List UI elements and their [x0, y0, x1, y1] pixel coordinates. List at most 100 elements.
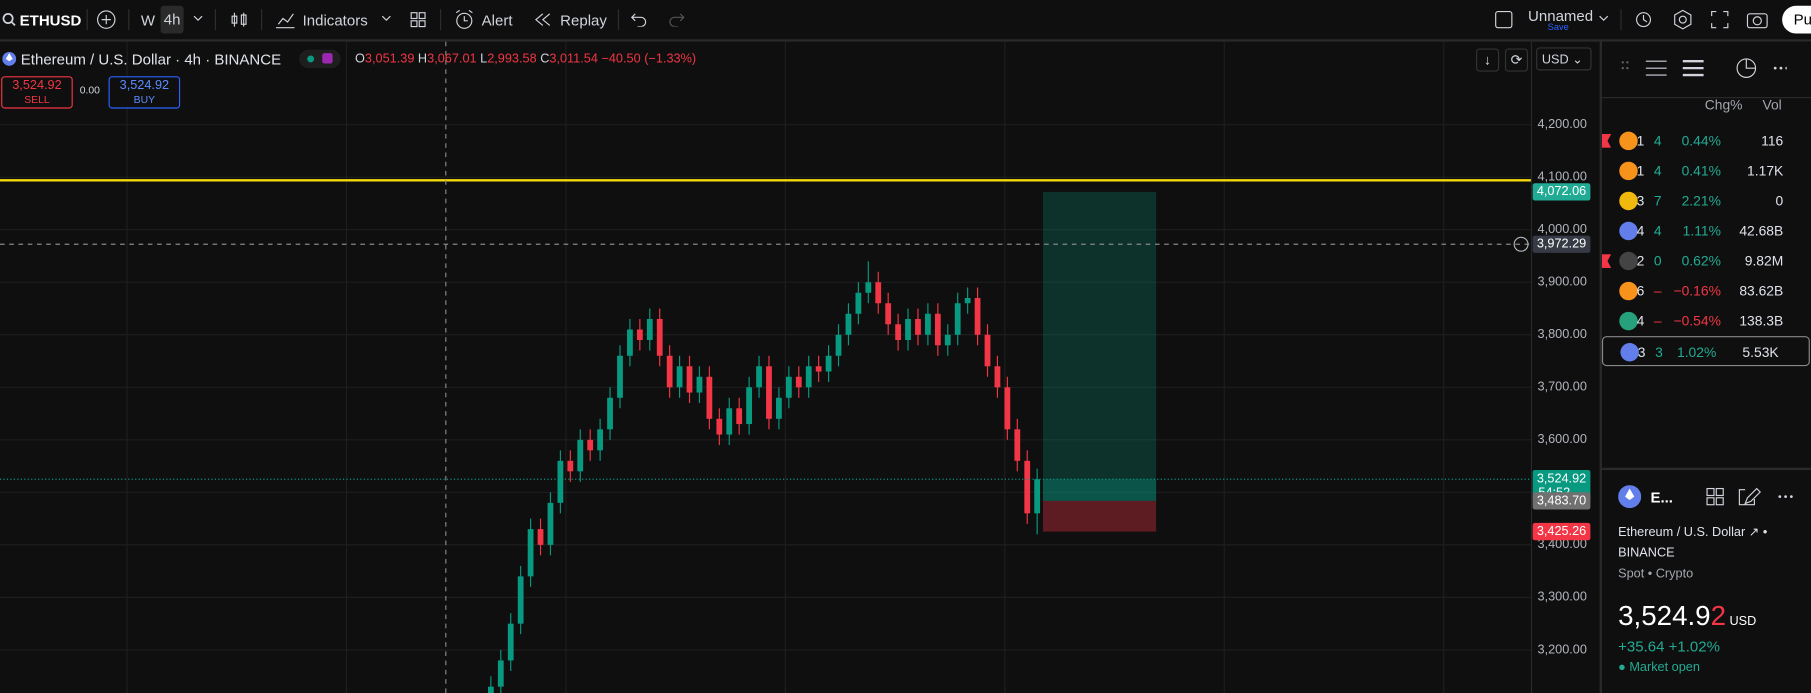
- right-panel: Chg% Vol 1 4 0.44% 116 1 4 0.41% 1.17K 3 7 2.21% 0 4…: [1599, 41, 1811, 693]
- target-label: 4,072.06: [1537, 184, 1586, 198]
- symbol: 6: [1636, 282, 1645, 300]
- separator: [440, 9, 442, 31]
- h-value: 3,067.01: [427, 51, 477, 66]
- buy-button[interactable]: 3,524.92 BUY: [108, 76, 181, 109]
- candle-body: [905, 319, 911, 341]
- price-main: 3,524.9: [1618, 600, 1711, 632]
- watchlist-row[interactable]: 4 4 1.11% 42.68B: [1602, 216, 1811, 246]
- y-tick-label: 3,700.00: [1538, 380, 1587, 394]
- candle-body: [487, 686, 494, 693]
- undo[interactable]: [630, 13, 647, 27]
- details-dot: •: [1762, 525, 1768, 540]
- o-label: O: [355, 51, 365, 66]
- scroll-down[interactable]: ↓: [1476, 48, 1500, 72]
- interval-w[interactable]: W: [140, 11, 156, 29]
- watchlist-row[interactable]: 3 7 2.21% 0: [1602, 186, 1811, 216]
- vol: 9.82M: [1744, 252, 1784, 270]
- publish[interactable]: Pu: [1782, 5, 1811, 34]
- vol: 116: [1761, 132, 1784, 149]
- alert[interactable]: Alert: [481, 11, 513, 29]
- vol: 1.17K: [1747, 162, 1784, 180]
- watchlist-row[interactable]: 3 3 1.02% 5.53K: [1601, 336, 1810, 367]
- status-pill[interactable]: [299, 49, 342, 69]
- candle-body: [1014, 429, 1021, 461]
- candle-body: [855, 292, 862, 314]
- symbol-icon: [1619, 311, 1638, 331]
- y-tick-label: 4,100.00: [1538, 170, 1587, 184]
- stop-label: 3,425.26: [1537, 524, 1586, 538]
- watchlist-row[interactable]: 1 4 0.44% 116: [1601, 126, 1811, 156]
- o-value: 3,051.39: [364, 51, 415, 66]
- layouts[interactable]: [410, 12, 426, 28]
- candle-body: [1004, 387, 1011, 430]
- y-tick-label: 3,600.00: [1538, 432, 1587, 446]
- fullscreen[interactable]: [1711, 10, 1729, 29]
- auto-scale[interactable]: ⟳: [1504, 48, 1529, 72]
- redo[interactable]: [669, 13, 685, 27]
- layout-name[interactable]: Unnamed: [1528, 6, 1594, 25]
- candle-body: [964, 297, 971, 304]
- sell-price: 3,524.92: [12, 78, 62, 93]
- candle-body: [865, 282, 872, 293]
- chg: −0.16%: [1673, 282, 1721, 300]
- candle-body: [766, 366, 772, 419]
- y-tick-label: 3,900.00: [1538, 275, 1587, 289]
- chg: 0.44%: [1681, 132, 1721, 149]
- separator: [1620, 9, 1622, 31]
- quick-search[interactable]: [1634, 9, 1655, 30]
- symbol: 4: [1636, 312, 1645, 330]
- candle-body: [875, 282, 882, 304]
- interval-dropdown[interactable]: [193, 15, 203, 22]
- replay[interactable]: Replay: [560, 11, 607, 29]
- candle-body: [666, 355, 673, 388]
- interval-4h[interactable]: 4h: [160, 5, 184, 34]
- indicators[interactable]: Indicators: [302, 11, 368, 29]
- snapshot[interactable]: [1746, 10, 1768, 29]
- symbol: 3: [1637, 344, 1646, 361]
- entry-label-bg: [1532, 492, 1591, 510]
- symbol[interactable]: ETHUSD: [19, 11, 82, 29]
- settings[interactable]: [1672, 9, 1693, 30]
- l-value: 2,993.58: [487, 51, 537, 66]
- vol: 0: [1775, 192, 1784, 210]
- buy-label: BUY: [133, 93, 156, 106]
- crosshair-label-bg: [1532, 235, 1591, 253]
- candle-body: [587, 439, 594, 451]
- watchlist-row[interactable]: 2 0 0.62% 9.82M: [1601, 246, 1811, 276]
- chart-type[interactable]: [230, 10, 248, 28]
- last: 4: [1653, 132, 1662, 149]
- c-value: 3,011.54: [549, 51, 598, 66]
- candle-body: [984, 334, 991, 367]
- legend-title[interactable]: Ethereum / U.S. Dollar · 4h · BINANCE: [20, 50, 282, 68]
- currency-select[interactable]: USD ⌄: [1536, 47, 1592, 71]
- sell-button[interactable]: 3,524.92 SELL: [1, 76, 73, 109]
- indicators-dropdown[interactable]: [381, 15, 391, 22]
- symbol-icon: [1619, 131, 1638, 151]
- profit-zone: [1042, 191, 1157, 501]
- flag: [1601, 254, 1612, 268]
- watchlist-row[interactable]: 6– −0.16% 83.62B: [1602, 276, 1811, 306]
- candle-body: [577, 439, 584, 472]
- search-icon: [2, 12, 16, 27]
- candle-body: [646, 319, 653, 341]
- candle-body: [567, 460, 574, 472]
- price-last-digit: 2: [1710, 600, 1727, 632]
- symbol: 3: [1636, 192, 1645, 210]
- chg: 1.11%: [1682, 222, 1721, 240]
- layout-dropdown[interactable]: [1598, 15, 1609, 22]
- add-symbol[interactable]: [96, 9, 117, 30]
- save[interactable]: Save: [1547, 21, 1569, 33]
- last: 0: [1653, 252, 1662, 270]
- separator: [128, 9, 130, 31]
- details-short-name[interactable]: E...: [1650, 488, 1673, 506]
- replay-icon: [535, 13, 551, 26]
- candle-body: [636, 329, 643, 341]
- watchlist-row[interactable]: 1 4 0.41% 1.17K: [1602, 156, 1811, 186]
- c-label: C: [540, 51, 550, 66]
- y-tick-label: 3,400.00: [1538, 537, 1587, 551]
- layout-icon: [1495, 10, 1513, 29]
- watchlist-row[interactable]: 4– −0.54% 138.3B: [1602, 306, 1811, 336]
- candle-body: [885, 303, 892, 325]
- price-currency: USD: [1729, 614, 1757, 629]
- candle-body: [537, 529, 544, 545]
